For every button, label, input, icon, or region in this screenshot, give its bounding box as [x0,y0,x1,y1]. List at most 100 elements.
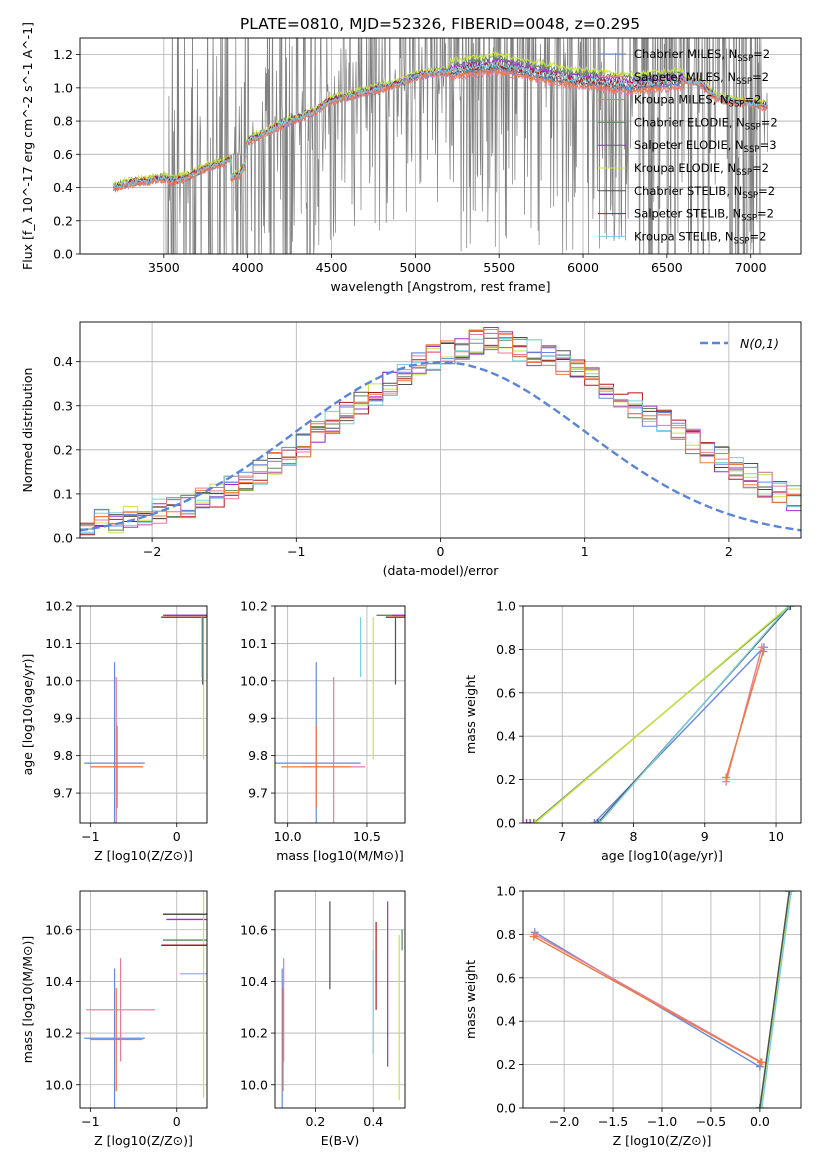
marker-salpeter_elodie [526,819,535,823]
marker-chabrier_miles [755,1062,764,1071]
x-tick-label: −1 [81,829,99,844]
y-tick-label: 10.0 [45,1077,73,1092]
y-axis-label: age [log10(age/yr)] [20,654,35,776]
legend-label-chabrier_miles: Chabrier MILES, NSSP=2 [634,47,770,64]
axes-mass_vs_ebv: 0.2 0.4 10.0 10.2 10.4 10.6 E(B-V) [240,890,406,1148]
y-tick-label: 0.4 [53,354,73,369]
plot-area [84,891,207,1108]
x-tick-label: 9 [701,829,709,844]
y-tick-label: 0.0 [53,531,73,546]
marker-kroupa_miles [759,647,768,656]
y-tick-label: 10.2 [45,1026,73,1041]
y-tick-label: 9.8 [248,748,268,763]
x-axis-label: Z [log10(Z/Z⊙)] [94,1133,193,1148]
axes-residuals: −2 −1 0 1 2 0.0 0.1 0.2 0.3 0.4 (data-model)/error… [20,321,802,578]
marker-kroupa_stelib [757,1104,766,1108]
x-tick-label: −2.0 [549,1114,579,1129]
x-tick-label: 3500 [148,260,180,275]
y-axis-label: Flux [f_λ 10^-17 erg cm^-2 s^-1 A^-1] [20,22,35,270]
series-salpeter_miles [534,933,763,1064]
plot-area [113,38,768,254]
x-tick-label: 0.0 [750,1114,770,1129]
axes-mass_vs_Z: −1 0 10.0 10.2 10.4 10.6 Z [log10(Z/Z⊙)] mass [… [20,890,208,1148]
grid [80,891,207,1108]
legend-label-salpeter_stelib: Salpeter STELIB, NSSP=2 [634,207,774,224]
axes-age_vs_Z: −1 0 9.7 9.8 9.9 10.0 10.1 10.2 Z [log10(Z/Z⊙)] a… [20,599,208,863]
plot-area [529,891,796,1108]
x-tick-label: 5500 [483,260,515,275]
y-tick-label: 0.2 [496,1057,516,1072]
x-tick-label: 10.5 [353,829,381,844]
legend-label-kroupa_miles: Kroupa MILES, NSSP=2 [634,93,761,110]
y-axis-label: mass [log10(M/M⊙)] [20,936,35,1064]
y-tick-label: 10.4 [45,974,73,989]
marker-kroupa_stelib [787,891,796,895]
plot-area [84,614,207,823]
marker-kroupa_elodie [531,819,540,823]
figure-title: PLATE=0810, MJD=52326, FIBERID=0048, z=0… [240,15,640,33]
y-tick-label: 9.9 [248,711,268,726]
y-tick-label: 9.7 [53,786,73,801]
series-kroupa_stelib [598,606,790,823]
y-tick-label: 10.1 [45,636,73,651]
x-tick-label: −1 [287,544,305,559]
y-axis-label: mass weight [463,675,478,754]
y-tick-label: 0.8 [496,927,516,942]
axes-frame [79,321,802,539]
axes-spectrum: 3500 4000 4500 5000 5500 6000 6500 7000 0.0 0.2 0.… [20,22,802,294]
x-tick-label: 7 [558,829,566,844]
normal-curve [80,360,801,532]
y-tick-label: 0.8 [496,642,516,657]
y-tick-label: 0.1 [53,486,73,501]
y-tick-label: 9.9 [53,711,73,726]
x-tick-label: 0.4 [363,1114,383,1129]
x-tick-label: 4000 [232,260,264,275]
x-tick-label: 0 [173,1114,181,1129]
marker-kroupa_miles [722,773,731,782]
x-tick-label: 10.0 [274,829,302,844]
x-tick-label: 0 [173,829,181,844]
y-tick-label: 0.2 [53,213,73,228]
x-tick-label: 7000 [735,260,767,275]
axes-frame [274,605,406,824]
grid [523,890,801,1109]
plot-area [275,614,405,823]
y-axis-label: Normed distribution [20,368,35,493]
y-tick-label: 10.4 [240,974,268,989]
axes-frame [274,890,406,1109]
model-line-kroupa_elodie [113,51,768,188]
y-tick-label: 1.0 [496,599,516,614]
axes-frame [79,890,208,1109]
marker-chabrier_stelib [786,606,795,610]
marker-chabrier_stelib [593,819,602,823]
y-tick-label: 0.0 [496,1101,516,1116]
series-kroupa_elodie [534,606,790,823]
x-tick-label: 6500 [651,260,683,275]
y-tick-label: 1.0 [53,80,73,95]
series-kroupa_miles [533,935,762,1064]
series-chabrier_stelib [759,891,790,1108]
series-kroupa_miles [725,651,764,778]
x-tick-label: −1.5 [598,1114,628,1129]
marker-chabrier_elodie [529,819,538,823]
y-tick-label: 10.1 [240,636,268,651]
model-line-kroupa_stelib [113,61,768,189]
marker-kroupa_stelib [784,606,793,610]
marker-salpeter_miles [757,643,766,652]
y-tick-label: 10.0 [45,673,73,688]
y-tick-label: 0.6 [496,970,516,985]
x-axis-label: Z [log10(Z/Z⊙)] [94,848,193,863]
axes-mass_weight_vs_Z: −2.0 −1.5 −1.0 −0.5 0.0 0.0 0.2 0.4 0.6 0.8 1.0 Z [… [463,884,802,1148]
x-axis-label: wavelength [Angstrom, rest frame] [330,279,550,294]
legend-label-normal: N(0,1) [740,336,779,351]
legend-label-chabrier_stelib: Chabrier STELIB, NSSP=2 [634,184,775,201]
legend-label-salpeter_miles: Salpeter MILES, NSSP=2 [634,70,769,87]
x-tick-label: 0.2 [305,1114,325,1129]
y-tick-label: 0.0 [53,247,73,262]
y-tick-label: 10.6 [45,922,73,937]
hist-chabrier_elodie [80,338,801,531]
x-axis-label: age [log10(age/yr)] [601,848,723,863]
x-tick-label: 0 [437,544,445,559]
y-tick-label: 1.2 [53,47,73,62]
